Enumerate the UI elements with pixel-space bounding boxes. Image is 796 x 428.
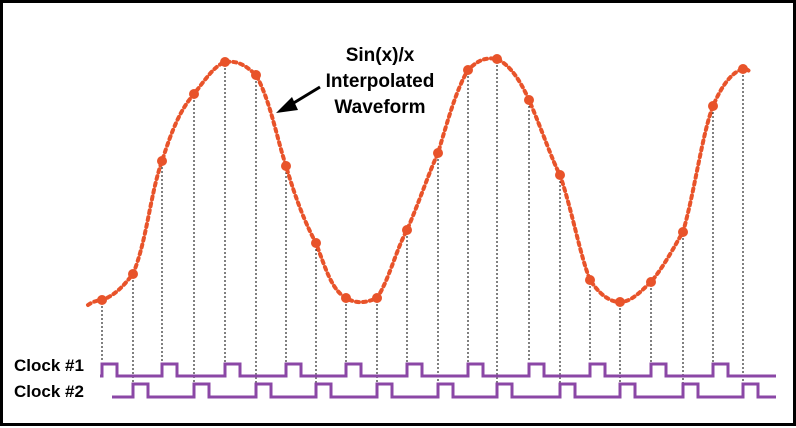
sample-points [97,54,748,307]
clock-2-signal [112,382,776,399]
sample-point [524,95,534,105]
sample-point [157,156,167,166]
clock-2-label: Clock #2 [14,382,84,401]
sample-point [708,101,718,111]
sample-point [615,297,625,307]
sample-point [341,293,351,303]
sample-point [433,148,443,158]
sample-point [678,227,688,237]
sample-point [220,57,230,67]
sample-point [492,54,502,64]
sample-point [251,70,261,80]
sample-point [281,161,291,171]
sampling-diagram: Clock #1 Clock #2 Sin(x)/x Interpolated … [14,45,776,401]
interpolated-waveform [86,56,752,307]
sample-point [738,64,748,74]
sample-point [402,225,412,235]
sample-point [585,275,595,285]
clock-1-signal [100,362,776,378]
sample-point [463,65,473,75]
sample-point [646,277,656,287]
annotation-line-3: Waveform [334,97,425,118]
sample-point [189,89,199,99]
sample-point [97,295,107,305]
annotation-line-2: Interpolated [326,71,435,92]
sample-point [128,269,138,279]
clock-1-label: Clock #1 [14,356,84,375]
sample-point [372,293,382,303]
annotation-line-1: Sin(x)/x [346,45,415,66]
annotation-arrow [276,85,321,113]
sample-point [311,238,321,248]
sample-point [555,170,565,180]
sample-lines [101,65,744,384]
